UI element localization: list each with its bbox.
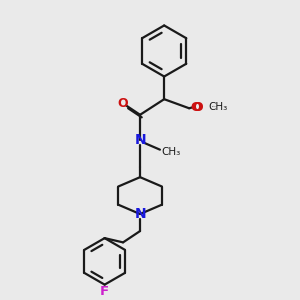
- Text: N: N: [134, 133, 146, 147]
- Text: O: O: [190, 100, 202, 114]
- Text: F: F: [100, 285, 109, 298]
- Text: methoxy: methoxy: [212, 106, 218, 107]
- Text: O: O: [117, 97, 128, 110]
- Text: O: O: [193, 100, 203, 114]
- Text: N: N: [134, 207, 146, 221]
- Text: CH₃: CH₃: [208, 102, 228, 112]
- Text: CH₃: CH₃: [162, 147, 181, 157]
